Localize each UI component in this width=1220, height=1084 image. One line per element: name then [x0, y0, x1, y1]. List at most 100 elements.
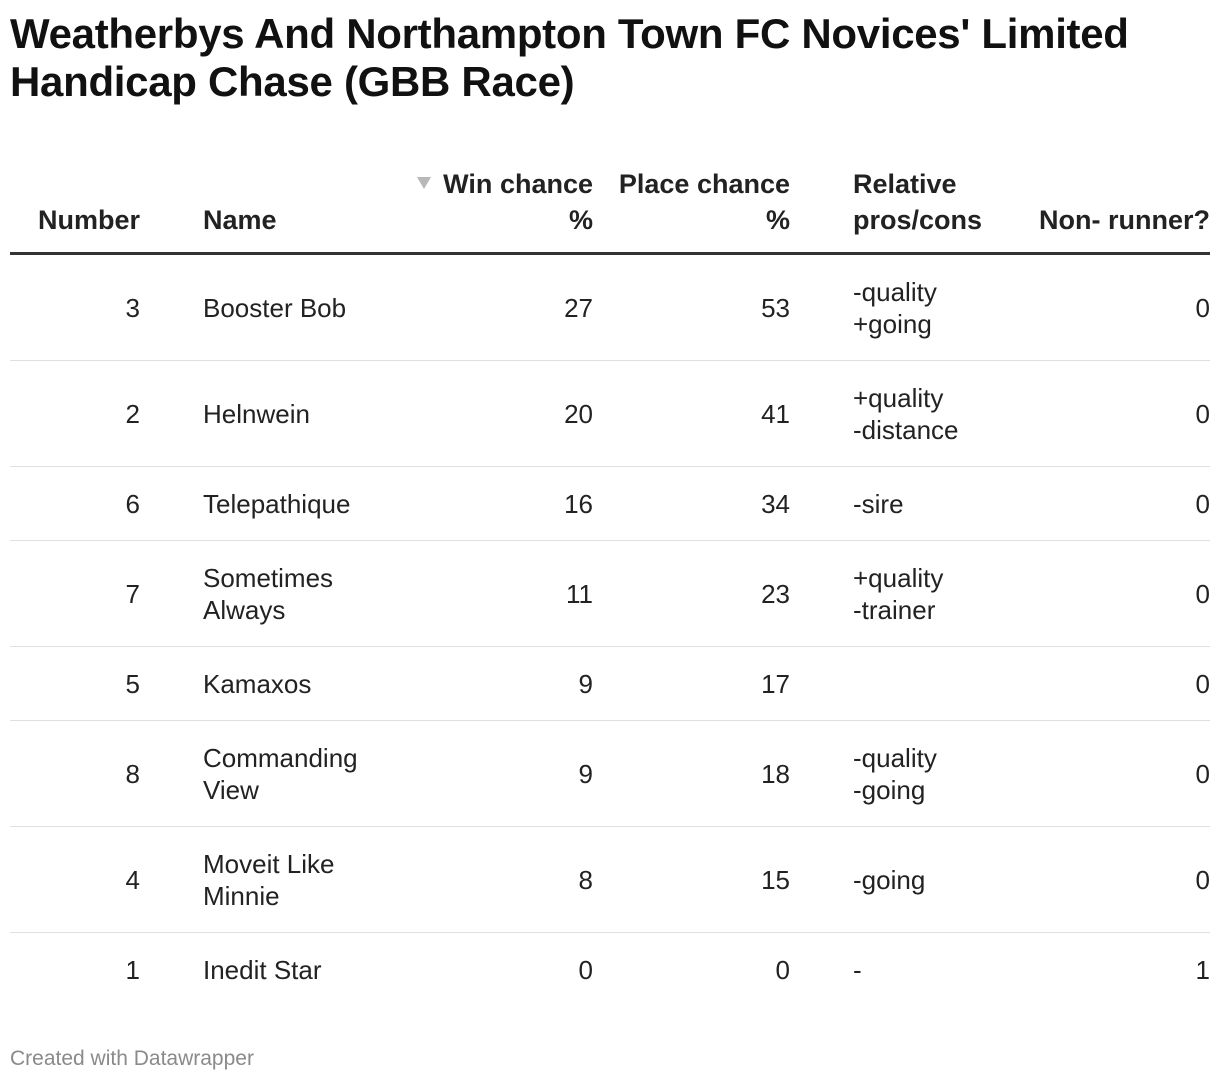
cell-place-chance-line: 34 — [761, 488, 790, 519]
cell-relative-pros-cons: -quality -going — [790, 720, 1020, 827]
cell-relative-pros-cons: - — [790, 933, 1020, 1007]
cell-win-chance: 16 — [392, 466, 593, 541]
column-header-name[interactable]: Name — [140, 160, 392, 255]
cell-relative-pros-cons-line: -quality — [853, 276, 937, 307]
cell-name: Sometimes Always — [140, 540, 392, 647]
cell-win-chance: 11 — [392, 540, 593, 647]
cell-name-line: Inedit Star — [203, 954, 322, 985]
cell-place-chance-line: 23 — [761, 578, 790, 609]
table-row: 1 Inedit Star 0 0 - 1 — [10, 933, 1210, 1007]
cell-non-runner-line: 1 — [1195, 954, 1210, 985]
table-row: 6 Telepathique 16 34 -sire 0 — [10, 466, 1210, 541]
column-header-label: chance % — [696, 169, 790, 235]
cell-number: 4 — [10, 826, 140, 933]
cell-relative-pros-cons: -quality +going — [790, 253, 1020, 361]
cell-place-chance: 15 — [593, 826, 790, 933]
cell-place-chance: 34 — [593, 466, 790, 541]
column-header-label: Number — [37, 205, 140, 235]
table-row: 7 Sometimes Always 11 23 +quality -trainer 0 — [10, 540, 1210, 647]
cell-number: 7 — [10, 540, 140, 647]
cell-name: Kamaxos — [140, 646, 392, 721]
cell-place-chance: 0 — [593, 933, 790, 1007]
cell-non-runner-line: 0 — [1195, 488, 1210, 519]
table-header: Number Name Win chance % Place chance % … — [10, 160, 1210, 255]
cell-relative-pros-cons-line: -quality — [853, 742, 937, 773]
cell-number-line: 4 — [125, 864, 140, 895]
column-header-non-runner[interactable]: Non- runner? — [1020, 160, 1210, 255]
cell-place-chance-line: 0 — [775, 954, 790, 985]
cell-number: 2 — [10, 360, 140, 467]
cell-name: Commanding View — [140, 720, 392, 827]
cell-non-runner-line: 0 — [1195, 578, 1210, 609]
column-header-number[interactable]: Number — [10, 160, 140, 255]
cell-number-line: 1 — [125, 954, 140, 985]
cell-name: Telepathique — [140, 466, 392, 541]
cell-non-runner-line: 0 — [1195, 864, 1210, 895]
cell-place-chance-line: 18 — [761, 758, 790, 789]
cell-number-line: 8 — [125, 758, 140, 789]
cell-win-chance-line: 9 — [578, 758, 593, 789]
cell-non-runner: 0 — [1020, 253, 1210, 361]
cell-non-runner: 0 — [1020, 826, 1210, 933]
cell-number-line: 3 — [125, 292, 140, 323]
cell-place-chance-line: 53 — [761, 292, 790, 323]
cell-relative-pros-cons-line: +going — [853, 308, 932, 339]
cell-non-runner: 0 — [1020, 466, 1210, 541]
cell-place-chance-line: 17 — [761, 668, 790, 699]
column-header-label: Relative — [853, 169, 957, 199]
cell-number: 8 — [10, 720, 140, 827]
cell-number-line: 2 — [125, 398, 140, 429]
cell-name: Booster Bob — [140, 253, 392, 361]
cell-win-chance-line: 0 — [578, 954, 593, 985]
cell-name: Moveit Like Minnie — [140, 826, 392, 933]
cell-relative-pros-cons-line: -sire — [853, 488, 904, 519]
cell-name-line: Minnie — [203, 880, 280, 911]
cell-relative-pros-cons-line: - — [853, 954, 862, 985]
cell-relative-pros-cons: +quality -trainer — [790, 540, 1020, 647]
cell-non-runner: 0 — [1020, 360, 1210, 467]
cell-name-line: Moveit Like — [203, 848, 335, 879]
cell-win-chance-line: 27 — [564, 292, 593, 323]
cell-relative-pros-cons — [790, 646, 1020, 721]
column-header-place-chance[interactable]: Place chance % — [593, 160, 790, 255]
cell-relative-pros-cons: -going — [790, 826, 1020, 933]
cell-number-line: 6 — [125, 488, 140, 519]
column-header-label: Win — [443, 169, 493, 199]
table-row: 8 Commanding View 9 18 -quality -going 0 — [10, 720, 1210, 827]
cell-relative-pros-cons-line: +quality — [853, 562, 944, 593]
cell-relative-pros-cons-line: +quality — [853, 382, 944, 413]
cell-name-line: Sometimes — [203, 562, 334, 593]
column-header-win-chance[interactable]: Win chance % — [392, 160, 593, 255]
cell-win-chance: 8 — [392, 826, 593, 933]
race-table: Number Name Win chance % Place chance % … — [10, 160, 1210, 1006]
cell-place-chance-line: 41 — [761, 398, 790, 429]
column-header-label: Name — [203, 205, 277, 235]
cell-relative-pros-cons-line: -distance — [853, 414, 959, 445]
cell-win-chance-line: 8 — [578, 864, 593, 895]
cell-place-chance-line: 15 — [761, 864, 790, 895]
cell-name-line: Always — [203, 594, 286, 625]
cell-non-runner-line: 0 — [1195, 292, 1210, 323]
cell-win-chance-line: 16 — [564, 488, 593, 519]
column-header-relative-pros-cons[interactable]: Relative pros/cons — [790, 160, 1020, 255]
cell-non-runner: 1 — [1020, 933, 1210, 1007]
table-body: 3 Booster Bob 27 53 -quality +going 0 2 Helnwein… — [10, 253, 1210, 1007]
cell-win-chance: 9 — [392, 646, 593, 721]
cell-name-line: Booster Bob — [203, 292, 347, 323]
chart-title: Weatherbys And Northampton Town FC Novic… — [10, 10, 1129, 105]
cell-win-chance-line: 20 — [564, 398, 593, 429]
table-row: 4 Moveit Like Minnie 8 15 -going 0 — [10, 826, 1210, 933]
cell-non-runner: 0 — [1020, 720, 1210, 827]
cell-win-chance: 20 — [392, 360, 593, 467]
column-header-label: Non- — [1038, 205, 1101, 235]
cell-number: 5 — [10, 646, 140, 721]
column-header-label: Place — [618, 169, 690, 199]
cell-win-chance: 27 — [392, 253, 593, 361]
cell-name-line: Commanding — [203, 742, 358, 773]
cell-place-chance: 41 — [593, 360, 790, 467]
cell-name-line: Kamaxos — [203, 668, 312, 699]
cell-name-line: View — [203, 774, 259, 805]
sort-descending-icon — [417, 176, 432, 189]
cell-number: 1 — [10, 933, 140, 1007]
cell-number-line: 5 — [125, 668, 140, 699]
